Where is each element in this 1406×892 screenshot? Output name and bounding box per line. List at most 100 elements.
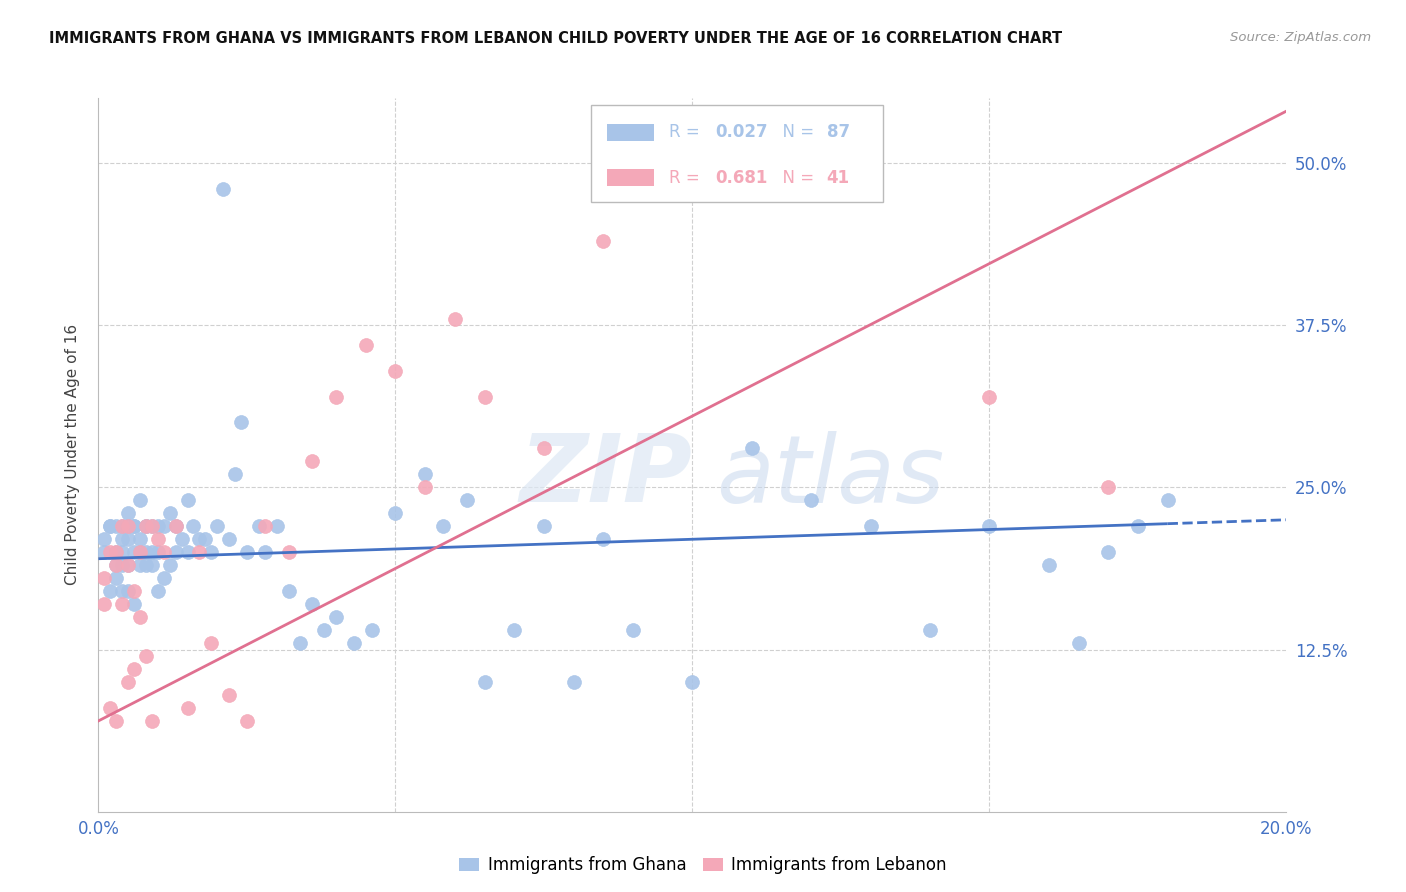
Point (229, 416, 252, 430)
Point (207, 519, 229, 533)
Point (800, 493, 823, 508)
Point (301, 597, 323, 611)
Point (741, 442, 763, 456)
Point (592, 234, 614, 248)
Point (105, 519, 128, 533)
Point (105, 558, 128, 573)
Point (111, 597, 134, 611)
Point (247, 519, 270, 533)
Point (122, 519, 145, 533)
Point (122, 519, 145, 533)
Point (152, 519, 174, 533)
Point (1097, 480, 1119, 494)
Point (98, 584, 121, 599)
Point (111, 533, 134, 547)
Text: N =: N = (772, 169, 820, 186)
Point (117, 558, 139, 573)
Point (218, 533, 240, 547)
Point (194, 533, 217, 547)
FancyBboxPatch shape (607, 124, 654, 141)
Point (253, 545, 276, 559)
Point (325, 610, 347, 624)
Point (176, 493, 198, 508)
Point (135, 519, 157, 533)
Point (117, 558, 139, 573)
Point (979, 519, 1001, 533)
Point (432, 519, 454, 533)
Point (165, 519, 187, 533)
Point (129, 558, 152, 573)
Point (105, 571, 128, 585)
Point (111, 584, 134, 599)
Point (159, 506, 181, 520)
Text: R =: R = (669, 123, 704, 141)
Point (277, 545, 299, 559)
Point (188, 545, 211, 559)
Point (443, 311, 465, 326)
Point (98, 519, 121, 533)
Point (111, 558, 134, 573)
Point (314, 623, 336, 637)
Text: N =: N = (772, 123, 820, 141)
Point (200, 636, 222, 650)
Point (562, 675, 585, 690)
Point (1038, 558, 1060, 573)
Point (135, 519, 157, 533)
Point (105, 545, 128, 559)
Point (413, 467, 436, 482)
Point (343, 636, 366, 650)
Point (456, 493, 478, 508)
Point (218, 688, 240, 702)
Text: atlas: atlas (716, 431, 945, 522)
Point (135, 519, 157, 533)
Point (122, 545, 145, 559)
Point (277, 584, 299, 599)
Point (170, 533, 193, 547)
Point (325, 390, 347, 404)
Point (146, 533, 169, 547)
Point (1126, 519, 1149, 533)
Point (1097, 545, 1119, 559)
Point (98, 701, 121, 715)
Text: 41: 41 (827, 169, 849, 186)
Point (621, 623, 644, 637)
Point (236, 545, 259, 559)
Point (183, 519, 205, 533)
Point (533, 519, 555, 533)
Point (117, 675, 139, 690)
Point (117, 519, 139, 533)
Point (105, 558, 128, 573)
Point (93, 533, 115, 547)
Point (135, 648, 157, 663)
Point (135, 558, 157, 573)
Point (360, 623, 382, 637)
Point (413, 480, 436, 494)
Point (165, 545, 187, 559)
Point (141, 545, 163, 559)
Point (176, 545, 198, 559)
Point (141, 558, 163, 573)
Point (93, 545, 115, 559)
Point (129, 493, 152, 508)
Point (129, 545, 152, 559)
Text: 0.681: 0.681 (716, 169, 768, 186)
Point (474, 675, 496, 690)
Text: ZIP: ZIP (520, 430, 693, 523)
Point (141, 519, 163, 533)
Point (135, 545, 157, 559)
Point (1156, 493, 1178, 508)
Point (200, 545, 222, 559)
Point (474, 390, 496, 404)
Point (384, 506, 406, 520)
Point (266, 519, 288, 533)
Point (920, 623, 942, 637)
Point (979, 390, 1001, 404)
Point (141, 519, 163, 533)
Point (141, 714, 163, 728)
Text: IMMIGRANTS FROM GHANA VS IMMIGRANTS FROM LEBANON CHILD POVERTY UNDER THE AGE OF : IMMIGRANTS FROM GHANA VS IMMIGRANTS FROM… (49, 31, 1063, 46)
Point (592, 533, 614, 547)
Point (146, 519, 169, 533)
Point (111, 519, 134, 533)
Point (165, 519, 187, 533)
Point (98, 519, 121, 533)
